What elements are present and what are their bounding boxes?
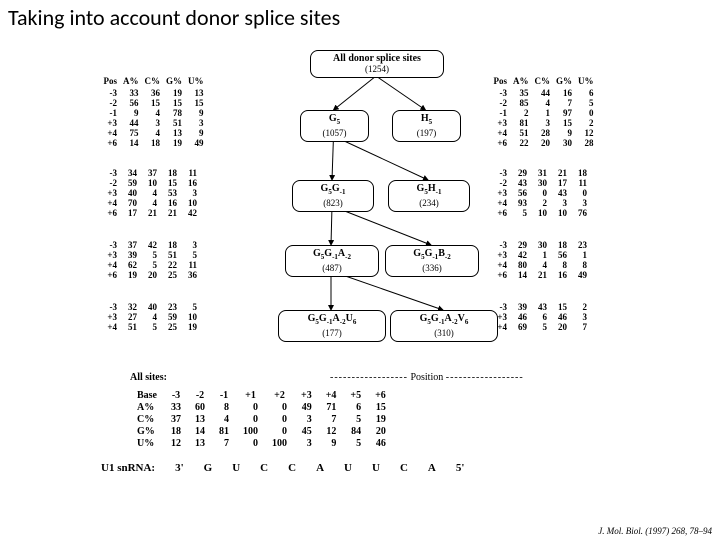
- node-g5: G5(1057): [300, 110, 369, 142]
- node-g5g1b2: G5G-1B-2(336): [385, 245, 479, 277]
- citation: J. Mol. Biol. (1997) 268, 78–94: [598, 526, 712, 536]
- node-v6r: G5G-1A-2V6(310): [390, 310, 498, 342]
- dash-left: ------------------: [330, 372, 408, 383]
- page-title: Taking into account donor splice sites: [8, 4, 340, 31]
- dash-right: ------------------: [446, 372, 524, 383]
- node-g5h1: G5H-1(234): [388, 180, 470, 212]
- node-h5: H5(197): [392, 110, 461, 142]
- node-g5g1: G5G-1(823): [292, 180, 374, 212]
- position-text: Position: [410, 372, 443, 383]
- node-g5g1a2: G5G-1A-2(487): [285, 245, 379, 277]
- position-label: ------------------ Position ------------…: [330, 372, 524, 383]
- summary-table: Base-3-2-1+1+2+3+4+5+6A%33608004971615C%…: [130, 390, 393, 450]
- node-root: All donor splice sites(1254): [310, 50, 444, 78]
- all-sites-label: All sites:: [130, 372, 167, 383]
- node-u6l: G5G-1A-2U6(177): [278, 310, 386, 342]
- u1-snrna-row: U1 snRNA:3'GUCCAUUCA5': [90, 460, 475, 476]
